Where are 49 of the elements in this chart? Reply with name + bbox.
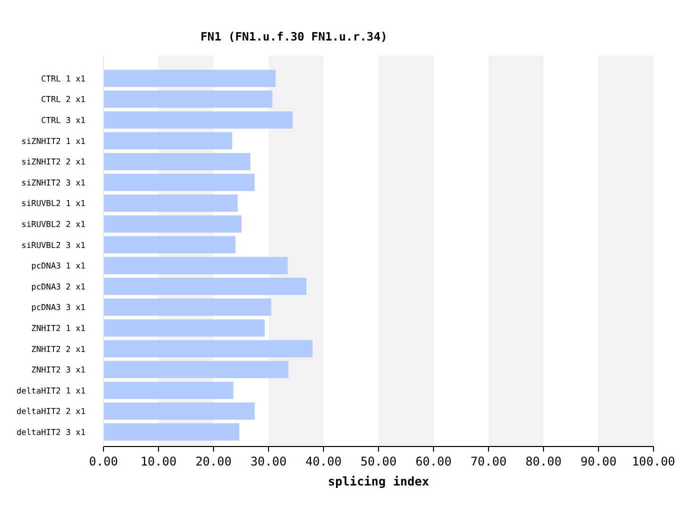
y-tick-label: ZNHIT2 1 x1 (31, 322, 86, 333)
bar (104, 152, 250, 170)
x-tick-label: 60.00 (415, 454, 452, 468)
y-tick-label: pcDNA3 3 x1 (31, 302, 86, 312)
x-axis-title: splicing index (328, 474, 430, 488)
bar (104, 70, 276, 88)
x-tick-label: 30.00 (250, 454, 287, 468)
y-tick-label: pcDNA3 2 x1 (31, 281, 86, 292)
bar (104, 319, 265, 337)
bar (104, 360, 288, 378)
y-tick-label: pcDNA3 1 x1 (31, 260, 86, 271)
y-tick-label: deltaHIT2 3 x1 (16, 426, 86, 437)
x-tick-label: 10.00 (140, 454, 177, 468)
bar (104, 194, 238, 212)
x-tick-label: 80.00 (525, 454, 562, 468)
bar (104, 402, 255, 420)
bar (104, 256, 288, 274)
bar (104, 236, 236, 254)
y-tick-label: siZNHIT2 3 x1 (21, 177, 86, 188)
y-tick-label: CTRL 1 x1 (41, 73, 86, 84)
x-tick-label: 20.00 (195, 454, 232, 468)
y-tick-label: ZNHIT2 2 x1 (31, 344, 86, 354)
y-tick-label: siRUVBL2 1 x1 (21, 198, 86, 208)
bar (104, 298, 272, 316)
bar (104, 174, 255, 191)
y-tick-label: siZNHIT2 1 x1 (21, 136, 86, 146)
x-tick-label: 90.00 (580, 454, 617, 468)
x-tick-label: 70.00 (470, 454, 507, 468)
y-tick-label: siZNHIT2 2 x1 (21, 156, 86, 167)
y-tick-label: deltaHIT2 1 x1 (16, 385, 86, 396)
y-tick-label: siRUVBL2 2 x1 (21, 218, 86, 229)
bar (104, 278, 306, 295)
y-tick-label: ZNHIT2 3 x1 (31, 364, 86, 375)
y-tick-label: CTRL 3 x1 (41, 114, 86, 125)
y-tick-label: deltaHIT2 2 x1 (16, 406, 86, 416)
bar (104, 132, 232, 150)
bar (104, 423, 240, 441)
chart-title: FN1 (FN1.u.f.30 FN1.u.r.34) (200, 30, 388, 44)
bar (104, 340, 312, 358)
bar (104, 215, 242, 233)
y-tick-label: siRUVBL2 3 x1 (21, 240, 86, 250)
bar (104, 382, 234, 399)
x-tick-label: 0.00 (89, 454, 118, 468)
bar (104, 90, 272, 108)
x-tick-label: 100.00 (632, 454, 676, 468)
x-tick-label: 40.00 (305, 454, 342, 468)
x-tick-label: 50.00 (360, 454, 397, 468)
y-tick-label: CTRL 2 x1 (41, 94, 86, 104)
bar (104, 111, 293, 129)
